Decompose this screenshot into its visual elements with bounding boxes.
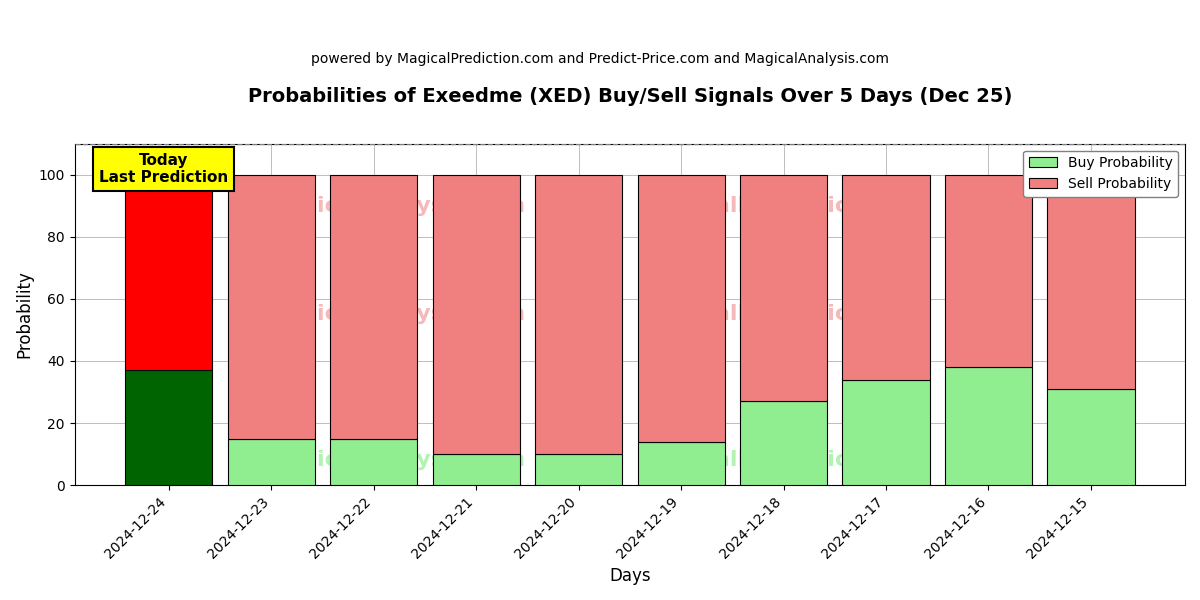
Bar [842, 175, 930, 380]
Text: MagicalPrediction.com: MagicalPrediction.com [641, 451, 926, 470]
Bar [535, 175, 622, 454]
Bar [330, 439, 418, 485]
Bar [228, 439, 314, 485]
Bar [740, 175, 827, 401]
Y-axis label: Probability: Probability [16, 271, 34, 358]
Text: powered by MagicalPrediction.com and Predict-Price.com and MagicalAnalysis.com: powered by MagicalPrediction.com and Pre… [311, 52, 889, 66]
Bar [842, 380, 930, 485]
Text: MagicalPrediction.com: MagicalPrediction.com [641, 196, 926, 216]
Bar [228, 175, 314, 439]
Text: MagicalAnalysis.com: MagicalAnalysis.com [264, 196, 524, 216]
Bar [637, 175, 725, 442]
Text: MagicalPrediction.com: MagicalPrediction.com [641, 304, 926, 325]
Bar [1048, 389, 1134, 485]
Bar [432, 175, 520, 454]
X-axis label: Days: Days [610, 567, 650, 585]
Bar [535, 454, 622, 485]
Bar [125, 175, 212, 370]
Bar [432, 454, 520, 485]
Bar [740, 401, 827, 485]
Text: MagicalAnalysis.com: MagicalAnalysis.com [264, 451, 524, 470]
Bar [330, 175, 418, 439]
Bar [944, 367, 1032, 485]
Legend: Buy Probability, Sell Probability: Buy Probability, Sell Probability [1024, 151, 1178, 197]
Bar [637, 442, 725, 485]
Text: MagicalAnalysis.com: MagicalAnalysis.com [264, 304, 524, 325]
Title: Probabilities of Exeedme (XED) Buy/Sell Signals Over 5 Days (Dec 25): Probabilities of Exeedme (XED) Buy/Sell … [247, 87, 1012, 106]
Bar [1048, 175, 1134, 389]
Bar [125, 370, 212, 485]
Bar [944, 175, 1032, 367]
Text: Today
Last Prediction: Today Last Prediction [98, 153, 228, 185]
